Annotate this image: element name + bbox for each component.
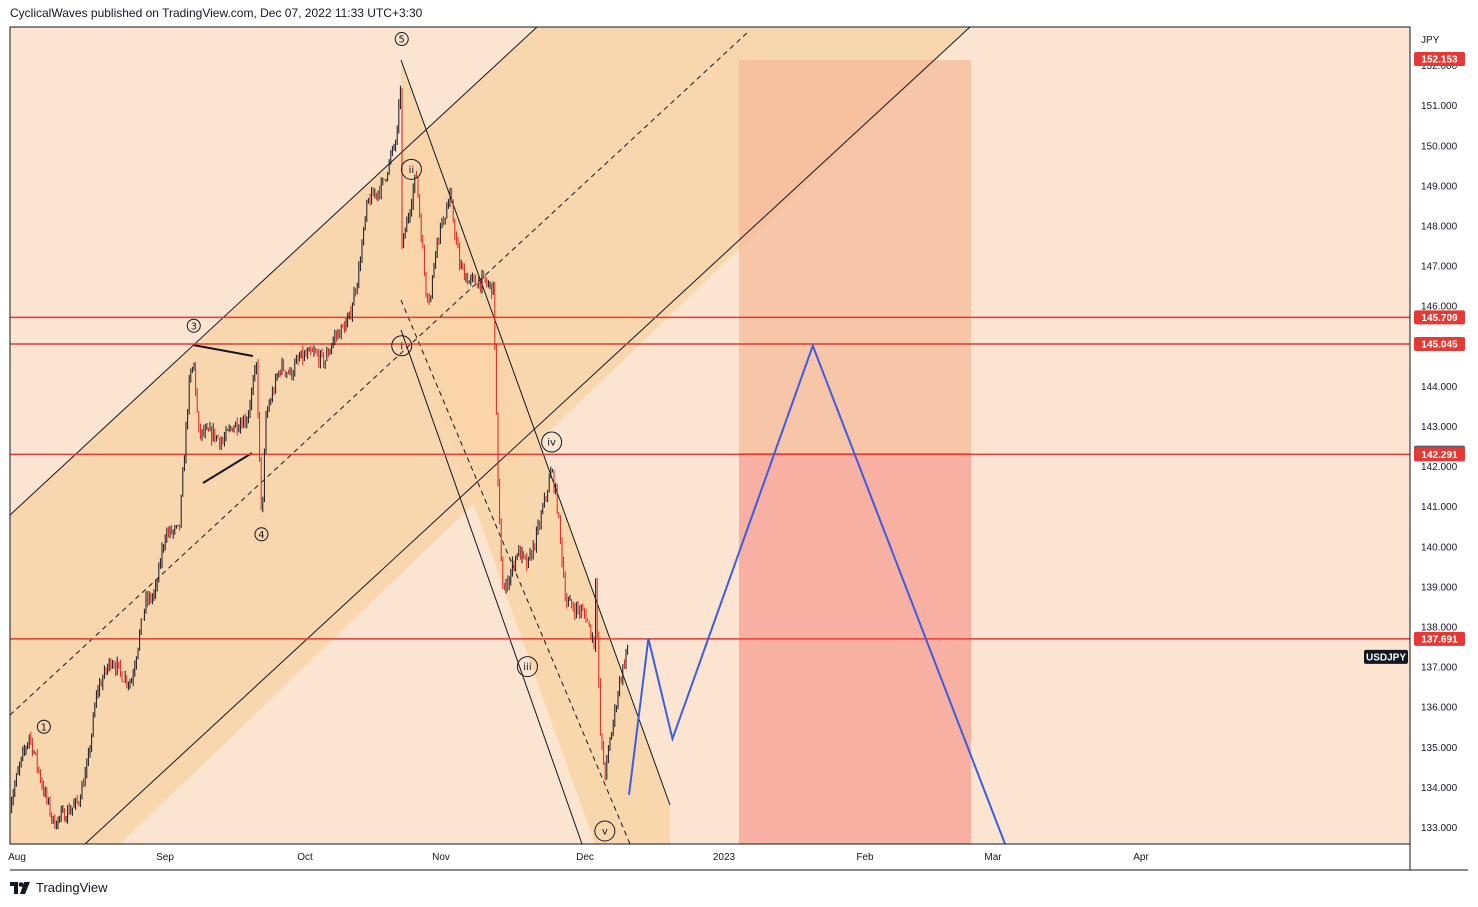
y-tick-136.000: 136.000 xyxy=(1421,703,1458,714)
x-tick-Feb: Feb xyxy=(856,852,874,863)
x-tick-Sep: Sep xyxy=(156,852,174,863)
stop-zone xyxy=(739,60,971,454)
currency-label: JPY xyxy=(1421,35,1440,46)
rising-channel-upper xyxy=(10,27,538,516)
price-tag-145.045: 145.045 xyxy=(1421,339,1458,350)
y-tick-133.000: 133.000 xyxy=(1421,823,1458,834)
y-tick-144.000: 144.000 xyxy=(1421,382,1458,393)
wave-label-circle-5 xyxy=(394,32,409,47)
y-tick-140.000: 140.000 xyxy=(1421,542,1458,553)
falling-channel-upper xyxy=(400,59,671,806)
x-tick-Nov: Nov xyxy=(432,852,450,863)
wave-label-5: 5 xyxy=(399,35,405,46)
wave-label-ii: ii xyxy=(409,165,415,176)
wave-label-i: i xyxy=(400,341,403,352)
target-zone xyxy=(739,454,971,844)
wave-label-3: 3 xyxy=(191,321,197,332)
x-tick-Oct: Oct xyxy=(297,852,313,863)
y-tick-137.000: 137.000 xyxy=(1421,663,1458,674)
triangle-lower-line xyxy=(202,452,253,484)
price-tag-152.153-bg xyxy=(1414,51,1465,66)
wave-label-iii: iii xyxy=(523,662,531,673)
y-tick-146.000: 146.000 xyxy=(1421,302,1458,313)
symbol-tag: USDJPY xyxy=(1366,652,1406,663)
wave-label-v: v xyxy=(602,827,608,838)
projection-path xyxy=(628,342,1007,844)
price-tag-142.291-bg xyxy=(1414,447,1465,462)
x-tick-Mar: Mar xyxy=(984,852,1002,863)
price-tag-145.709-bg xyxy=(1414,310,1465,325)
wave-label-circle-4 xyxy=(254,527,269,542)
y-tick-148.000: 148.000 xyxy=(1421,222,1458,233)
y-tick-151.000: 151.000 xyxy=(1421,101,1458,112)
rising-channel-lower xyxy=(84,27,971,844)
rising-channel-mid xyxy=(10,31,749,716)
symbol-tag-bg xyxy=(1364,649,1408,664)
candles xyxy=(10,85,629,830)
y-tick-138.000: 138.000 xyxy=(1421,623,1458,634)
y-tick-143.000: 143.000 xyxy=(1421,422,1458,433)
triangle-upper-line xyxy=(192,344,254,357)
wave-label-iv: iv xyxy=(547,438,556,449)
wave-label-circle-3 xyxy=(186,318,201,333)
y-tick-135.000: 135.000 xyxy=(1421,743,1458,754)
tradingview-logo-icon xyxy=(10,881,30,894)
price-tag-142.291: 142.291 xyxy=(1421,450,1458,461)
x-tick-Aug: Aug xyxy=(8,852,26,863)
price-tag-137.691: 137.691 xyxy=(1421,634,1458,645)
y-tick-142.000: 142.000 xyxy=(1421,462,1458,473)
wave-label-circle-i xyxy=(391,335,413,357)
publish-header: CyclicalWaves published on TradingView.c… xyxy=(10,6,423,20)
tradingview-logo-text: TradingView xyxy=(36,880,108,895)
x-tick-2023: 2023 xyxy=(713,852,736,863)
y-tick-147.000: 147.000 xyxy=(1421,262,1458,273)
wave-label-circle-ii xyxy=(400,158,422,180)
y-tick-134.000: 134.000 xyxy=(1421,783,1458,794)
price-tag-152.153: 152.153 xyxy=(1421,54,1458,65)
wave-label-circle-iii xyxy=(516,656,538,678)
wave-label-4: 4 xyxy=(258,530,264,541)
price-tag-145.709: 145.709 xyxy=(1421,313,1458,324)
tradingview-footer[interactable]: TradingView xyxy=(10,880,108,895)
x-tick-Dec: Dec xyxy=(576,852,594,863)
x-tick-Apr: Apr xyxy=(1133,852,1149,863)
y-tick-149.000: 149.000 xyxy=(1421,181,1458,192)
falling-channel-fill xyxy=(401,60,670,844)
wave-label-circle-1 xyxy=(36,719,51,734)
y-tick-150.000: 150.000 xyxy=(1421,141,1458,152)
y-tick-141.000: 141.000 xyxy=(1421,502,1458,513)
wave-label-circle-iv xyxy=(541,431,563,453)
price-tag-137.691-bg xyxy=(1414,631,1465,646)
wave-label-circle-v xyxy=(594,820,616,842)
y-tick-152.000: 152.000 xyxy=(1421,61,1458,72)
y-tick-139.000: 139.000 xyxy=(1421,582,1458,593)
falling-channel-lower xyxy=(400,329,583,844)
wave-label-1: 1 xyxy=(41,722,47,733)
price-tag-145.045-bg xyxy=(1414,336,1465,351)
